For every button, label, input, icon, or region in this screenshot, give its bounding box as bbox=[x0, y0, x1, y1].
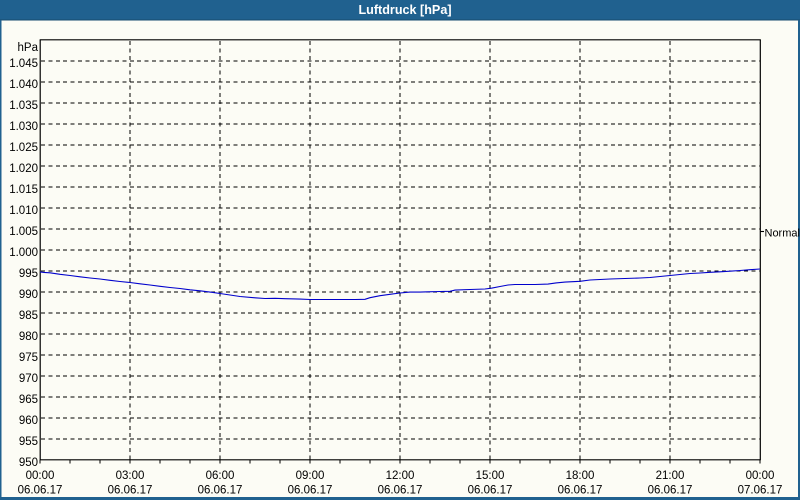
svg-text:995: 995 bbox=[19, 268, 38, 280]
svg-text:21:00: 21:00 bbox=[656, 470, 685, 482]
svg-text:990: 990 bbox=[19, 289, 38, 301]
svg-text:Luftdruck [hPa]: Luftdruck [hPa] bbox=[358, 3, 451, 17]
svg-text:Normal: Normal bbox=[765, 227, 800, 239]
svg-text:1.015: 1.015 bbox=[9, 184, 38, 196]
svg-text:955: 955 bbox=[19, 436, 38, 448]
svg-text:980: 980 bbox=[19, 331, 38, 343]
svg-text:06.06.17: 06.06.17 bbox=[468, 485, 513, 497]
svg-text:03:00: 03:00 bbox=[116, 470, 145, 482]
svg-text:06.06.17: 06.06.17 bbox=[288, 485, 333, 497]
svg-text:06.06.17: 06.06.17 bbox=[558, 485, 603, 497]
svg-text:06.06.17: 06.06.17 bbox=[108, 485, 153, 497]
svg-text:00:00: 00:00 bbox=[26, 470, 55, 482]
svg-text:1.000: 1.000 bbox=[9, 247, 38, 259]
svg-text:06.06.17: 06.06.17 bbox=[378, 485, 423, 497]
svg-text:06:00: 06:00 bbox=[206, 470, 235, 482]
svg-text:1.030: 1.030 bbox=[9, 121, 38, 133]
svg-text:15:00: 15:00 bbox=[476, 470, 505, 482]
svg-text:09:00: 09:00 bbox=[296, 470, 325, 482]
svg-text:18:00: 18:00 bbox=[566, 470, 595, 482]
svg-text:06.06.17: 06.06.17 bbox=[648, 485, 693, 497]
svg-text:975: 975 bbox=[19, 352, 38, 364]
svg-text:06.06.17: 06.06.17 bbox=[18, 485, 63, 497]
svg-text:1.020: 1.020 bbox=[9, 163, 38, 175]
svg-text:970: 970 bbox=[19, 373, 38, 385]
svg-text:1.010: 1.010 bbox=[9, 205, 38, 217]
svg-text:1.035: 1.035 bbox=[9, 100, 38, 112]
svg-text:1.005: 1.005 bbox=[9, 226, 38, 238]
svg-text:965: 965 bbox=[19, 394, 38, 406]
svg-text:12:00: 12:00 bbox=[386, 470, 415, 482]
svg-text:hPa: hPa bbox=[18, 42, 39, 54]
svg-text:1.045: 1.045 bbox=[9, 58, 38, 70]
svg-text:06.06.17: 06.06.17 bbox=[198, 485, 243, 497]
svg-text:985: 985 bbox=[19, 310, 38, 322]
svg-text:960: 960 bbox=[19, 415, 38, 427]
svg-text:00:00: 00:00 bbox=[746, 470, 775, 482]
svg-text:1.040: 1.040 bbox=[9, 79, 38, 91]
svg-text:1.025: 1.025 bbox=[9, 142, 38, 154]
svg-text:07.06.17: 07.06.17 bbox=[738, 485, 783, 497]
svg-text:950: 950 bbox=[19, 457, 38, 469]
